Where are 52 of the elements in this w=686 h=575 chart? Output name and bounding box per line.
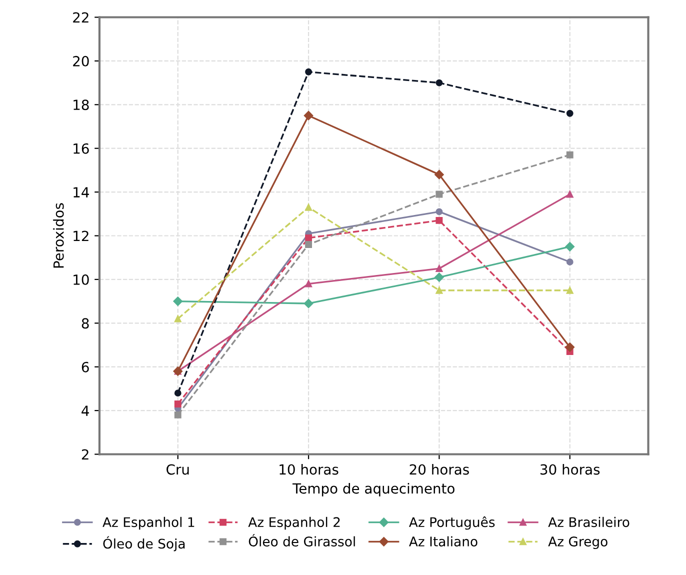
y-tick-label: 2 [82,449,88,460]
legend-label: Az Brasileiro [548,516,630,528]
point [566,110,574,117]
point [566,258,574,266]
point [566,286,574,294]
point [174,400,182,408]
point [305,68,312,76]
point [174,411,182,418]
y-tick-label: 10 [74,274,89,285]
point [436,265,443,272]
x-tick-label: Cru [166,464,189,475]
y-tick-label: 6 [82,362,89,372]
y-tick-label: 8 [82,318,89,329]
point [173,296,182,306]
point [305,241,312,248]
x-tick-label: 30 horas [540,464,600,475]
point [304,298,314,308]
point [436,79,443,86]
y-tick-label: 22 [73,12,88,23]
legend-label: Az Português [409,516,495,530]
x-axis-title: Tempo de aquecimento [292,482,454,496]
point [436,216,443,224]
point [174,390,182,397]
y-tick-label: 18 [74,100,89,110]
point [566,151,574,158]
y-tick-label: 14 [74,187,89,198]
point [434,272,444,282]
y-axis-title: Peroxidos [53,203,64,268]
point [565,242,574,252]
x-tick-label: 20 horas [410,464,469,475]
y-tick-label: 4 [82,406,89,416]
legend-label: Óleo de Girassol [248,534,355,546]
point [565,342,574,352]
point [566,190,574,198]
y-tick-label: 16 [74,143,89,154]
y-tick-label: 12 [74,230,88,242]
point [305,204,312,211]
legend-label: Az Espanhol 2 [248,516,340,530]
x-tick-label: 10 horas [280,464,338,475]
y-tick-label: 20 [73,56,89,66]
legend-label: Az Grego [548,536,608,550]
point [304,110,314,120]
point [436,208,443,216]
legend-label: Az Italiano [409,536,478,546]
point [434,170,444,180]
point [436,190,443,198]
legend-label: Óleo de Soja [103,536,185,552]
legend-label: Az Espanhol 1 [102,516,194,530]
point [305,280,312,288]
point [305,234,312,242]
point [436,286,443,294]
point [174,315,182,322]
